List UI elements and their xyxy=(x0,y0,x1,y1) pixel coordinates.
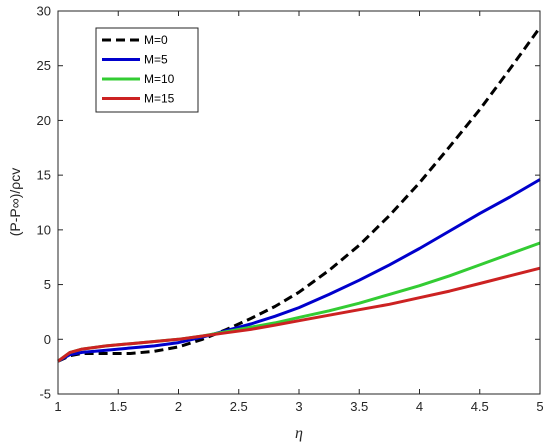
y-tick-label: 20 xyxy=(37,113,51,128)
legend: M=0 M=5 M=10 M=15 xyxy=(95,27,199,113)
x-tick-label: 4.5 xyxy=(471,399,489,414)
legend-label: M=5 xyxy=(144,53,168,67)
legend-label: M=10 xyxy=(144,72,175,86)
x-tick-label: 3.5 xyxy=(350,399,368,414)
series-line-m-5 xyxy=(57,178,541,363)
y-tick-label: 25 xyxy=(37,58,51,73)
legend-label: M=15 xyxy=(144,92,175,106)
x-axis-title: η xyxy=(295,425,303,442)
x-tick-label: 3 xyxy=(295,399,302,414)
x-tick-label: 1 xyxy=(54,399,61,414)
legend-label: M=0 xyxy=(144,33,168,47)
series-layer xyxy=(57,26,542,363)
x-tick-label: 4 xyxy=(416,399,423,414)
series-line-m-15 xyxy=(57,266,541,363)
series-line-m-0 xyxy=(57,26,542,363)
y-axis-title: (P-P∞)/ρcv xyxy=(7,168,23,237)
x-tick-label: 5 xyxy=(536,399,543,414)
y-tick-label: -5 xyxy=(39,387,51,402)
y-tick-label: 5 xyxy=(44,277,51,292)
y-tick-label: 15 xyxy=(37,168,51,183)
x-tick-label: 2 xyxy=(175,399,182,414)
y-tick-label: 0 xyxy=(44,332,51,347)
x-tick-label: 2.5 xyxy=(230,399,248,414)
x-tick-label: 1.5 xyxy=(109,399,127,414)
ticks-layer: 1 1.5 2 2.5 3 3.5 4 4.5 5 -5 0 5 10 15 20 25 30 xyxy=(37,4,544,415)
y-tick-label: 10 xyxy=(37,222,51,237)
y-tick-label: 30 xyxy=(37,4,51,19)
